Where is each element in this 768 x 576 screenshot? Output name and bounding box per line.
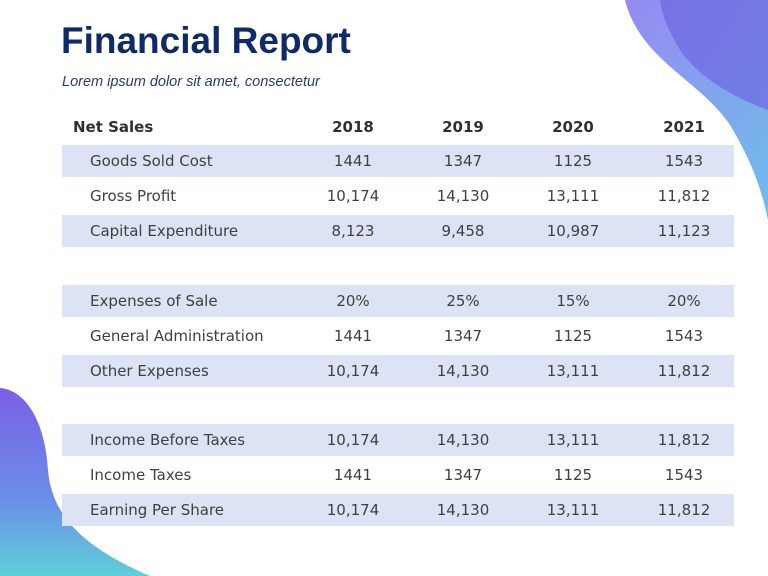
row-label: Other Expenses — [90, 362, 209, 380]
cell-value: 20% — [336, 292, 370, 310]
row-band — [62, 145, 734, 177]
cell-value: 11,812 — [657, 362, 711, 380]
cell-value: 10,174 — [326, 187, 380, 205]
cell-value: 13,111 — [546, 362, 600, 380]
row-label: Gross Profit — [90, 187, 177, 205]
cell-value: 11,123 — [657, 222, 711, 240]
column-header: Net Sales — [73, 118, 154, 136]
cell-value: 20% — [667, 292, 701, 310]
cell-value: 1125 — [553, 327, 593, 345]
cell-value: 10,174 — [326, 362, 380, 380]
column-header: 2019 — [442, 118, 484, 136]
row-label: Earning Per Share — [90, 501, 225, 519]
row-band — [62, 285, 734, 317]
row-label: Goods Sold Cost — [90, 152, 213, 170]
cell-value: 10,987 — [546, 222, 600, 240]
row-label: Income Before Taxes — [90, 431, 246, 449]
cell-value: 11,812 — [657, 187, 711, 205]
cell-value: 14,130 — [436, 431, 490, 449]
cell-value: 1543 — [664, 152, 704, 170]
cell-value: 1347 — [443, 152, 483, 170]
cell-value: 11,812 — [657, 501, 711, 519]
cell-value: 11,812 — [657, 431, 711, 449]
cell-value: 1441 — [333, 152, 373, 170]
cell-value: 14,130 — [436, 187, 490, 205]
row-label: Capital Expenditure — [90, 222, 239, 240]
cell-value: 25% — [446, 292, 480, 310]
row-band — [62, 355, 734, 387]
column-header: 2018 — [332, 118, 374, 136]
cell-value: 8,123 — [331, 222, 375, 240]
cell-value: 10,174 — [326, 501, 380, 519]
cell-value: 1543 — [664, 466, 704, 484]
cell-value: 1125 — [553, 466, 593, 484]
cell-value: 1347 — [443, 327, 483, 345]
cell-value: 1441 — [333, 327, 373, 345]
cell-value: 14,130 — [436, 362, 490, 380]
cell-value: 13,111 — [546, 501, 600, 519]
column-header: 2020 — [552, 118, 594, 136]
subtitle: Lorem ipsum dolor sit amet, consectetur — [62, 74, 320, 90]
column-header: 2021 — [663, 118, 705, 136]
row-label: General Administration — [90, 327, 264, 345]
cell-value: 15% — [556, 292, 590, 310]
cell-value: 1543 — [664, 327, 704, 345]
cell-value: 1125 — [553, 152, 593, 170]
row-band — [62, 494, 734, 526]
cell-value: 1441 — [333, 466, 373, 484]
row-label: Expenses of Sale — [90, 292, 218, 310]
cell-value: 1347 — [443, 466, 483, 484]
cell-value: 9,458 — [441, 222, 485, 240]
title: Financial Report — [61, 20, 351, 61]
cell-value: 13,111 — [546, 431, 600, 449]
row-band — [62, 215, 734, 247]
cell-value: 14,130 — [436, 501, 490, 519]
cell-value: 10,174 — [326, 431, 380, 449]
blob — [660, 0, 768, 110]
row-band — [62, 424, 734, 456]
cell-value: 13,111 — [546, 187, 600, 205]
row-label: Income Taxes — [90, 466, 192, 484]
blob — [0, 388, 150, 576]
